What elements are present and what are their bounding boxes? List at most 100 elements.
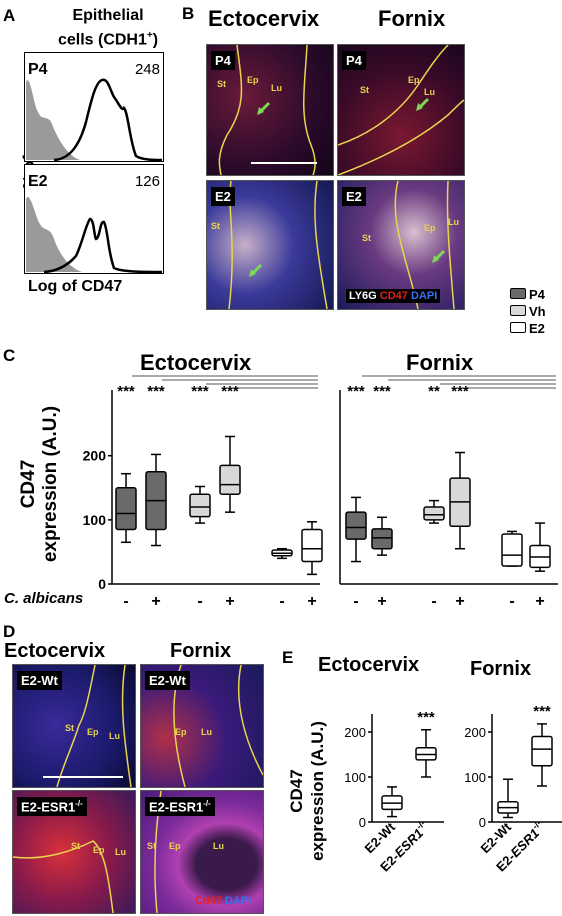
region-ep: Ep: [408, 75, 420, 85]
box-p4-infected: [371, 528, 393, 550]
region-lu: Lu: [201, 727, 212, 737]
tag-e2-esr1-ko: E2-ESR1-/-: [145, 797, 215, 817]
significance-label: ***: [417, 709, 435, 726]
box-e2-uninfected: [501, 533, 523, 567]
region-lu: Lu: [213, 841, 224, 851]
p4-label: P4: [28, 61, 48, 78]
tag-e2-esr1-ko: E2-ESR1-/-: [17, 797, 87, 817]
panel-label-e: E: [282, 648, 294, 667]
y-tick-label: 100: [83, 512, 107, 528]
micrograph-fornix-e2-wt: E2-Wt Ep Lu: [140, 664, 264, 788]
region-lu: Lu: [109, 731, 120, 741]
region-lu: Lu: [271, 83, 282, 93]
y-tick-label: 0: [98, 576, 106, 592]
tag-e2-wt: E2-Wt: [17, 671, 62, 690]
significance-label: ***: [147, 383, 165, 400]
region-lu: Lu: [448, 217, 459, 227]
y-tick-label: 200: [83, 448, 107, 464]
y-tick-label: 200: [464, 725, 486, 740]
histogram-e2: E2 126: [24, 164, 164, 274]
boxplot-fornix: - + - + - +*** *** ** ***: [339, 375, 558, 608]
panel-d-col-fornix: Fornix: [170, 640, 232, 662]
x-category-label: -: [197, 593, 202, 608]
panel-label-a: A: [3, 6, 16, 25]
micrograph-ectocervix-p4: P4 St Ep Lu: [206, 44, 334, 176]
x-category-label: +: [225, 593, 234, 608]
tag-p4: P4: [211, 51, 235, 70]
box-e2-infected: [301, 528, 323, 563]
box-p4-uninfected: [345, 511, 367, 540]
region-ep: Ep: [169, 841, 181, 851]
box-p4-uninfected: [115, 487, 137, 531]
legend-item-e2: E2: [510, 320, 546, 337]
x-category-label: +: [455, 593, 464, 608]
micrograph-ectocervix-e2-esr1-ko: E2-ESR1-/- St Ep Lu: [12, 790, 136, 914]
panel-c-title-fornix: Fornix: [406, 350, 474, 375]
cd47-curve: [53, 78, 163, 162]
micrograph-fornix-e2: E2 St Ep Lu LY6G CD47 DAPI: [337, 180, 465, 310]
significance-label: ***: [191, 383, 209, 400]
panel-d-col-ectocervix: Ectocervix: [4, 640, 106, 662]
legend-item-p4: P4: [510, 286, 546, 303]
region-st: St: [360, 85, 369, 95]
significance-label: ***: [117, 383, 135, 400]
panel-e-title-ectocervix: Ectocervix: [318, 654, 420, 676]
x-category-label: -: [279, 593, 284, 608]
micrograph-ectocervix-e2: E2 St: [206, 180, 334, 310]
x-category-label: +: [535, 593, 544, 608]
micrograph-fornix-p4: P4 St Ep Lu: [337, 44, 465, 176]
panel-e-ylabel: CD47 expression (A.U.): [287, 721, 327, 861]
significance-label: ***: [533, 703, 551, 720]
p4-mfi: 248: [135, 61, 160, 78]
panel-label-c: C: [3, 346, 16, 365]
significance-label: ***: [221, 383, 239, 400]
region-lu: Lu: [424, 87, 435, 97]
region-st: St: [71, 841, 80, 851]
x-category-label: -: [123, 593, 128, 608]
y-tick-label: 0: [479, 815, 486, 830]
box-vh-uninfected: [189, 493, 211, 518]
region-ep: Ep: [175, 727, 187, 737]
region-lu: Lu: [115, 847, 126, 857]
region-ep: Ep: [424, 223, 436, 233]
boxplot-ectocervix: 0 100 200 - + - + - + *** *** *** ***: [83, 375, 323, 608]
region-ep: Ep: [93, 845, 105, 855]
significance-label: ***: [373, 383, 391, 400]
box-esr1-ko: [531, 735, 553, 767]
region-st: St: [211, 221, 220, 231]
histogram-p4: P4 248: [24, 52, 164, 162]
box-vh-infected: [219, 464, 241, 495]
y-tick-label: 100: [464, 770, 486, 785]
isotype-control-curve: [26, 80, 80, 160]
panel-b-col-fornix: Fornix: [378, 6, 446, 31]
tag-e2-wt: E2-Wt: [145, 671, 190, 690]
micrograph-ectocervix-e2-wt: E2-Wt St Ep Lu: [12, 664, 136, 788]
stain-legend: LY6G CD47 DAPI: [346, 289, 441, 303]
panel-label-b: B: [182, 4, 195, 23]
panel-b-col-ectocervix: Ectocervix: [208, 6, 320, 31]
panel-label-d: D: [3, 622, 16, 641]
x-category-label: +: [307, 593, 316, 608]
panel-a-title-line1: Epithelial: [72, 7, 144, 24]
tag-e2: E2: [211, 187, 235, 206]
legend-item-vh: Vh: [510, 303, 546, 320]
panel-a-title-line2: cells (CDH1+): [57, 30, 159, 49]
x-category-label: +: [377, 593, 386, 608]
panel-a-title: Epithelial cells (CDH1+): [48, 6, 168, 50]
y-tick-label: 0: [359, 815, 366, 830]
cd47-curve: [43, 217, 163, 274]
y-tick-label: 200: [344, 725, 366, 740]
c-albicans-label: C. albicans: [4, 590, 84, 607]
e2-mfi: 126: [135, 173, 160, 190]
significance-label: **: [428, 383, 440, 400]
isotype-control-curve: [26, 196, 82, 272]
group-legend: P4 Vh E2: [510, 286, 546, 337]
micrograph-fornix-e2-esr1-ko: E2-ESR1-/- St Ep Lu Cd47 DAPI: [140, 790, 264, 914]
region-st: St: [147, 841, 156, 851]
region-st: St: [65, 723, 74, 733]
x-category-label: -: [353, 593, 358, 608]
significance-label: ***: [347, 383, 365, 400]
region-st: St: [362, 233, 371, 243]
panel-c-title-ectocervix: Ectocervix: [140, 350, 252, 375]
x-category-label: -: [509, 593, 514, 608]
